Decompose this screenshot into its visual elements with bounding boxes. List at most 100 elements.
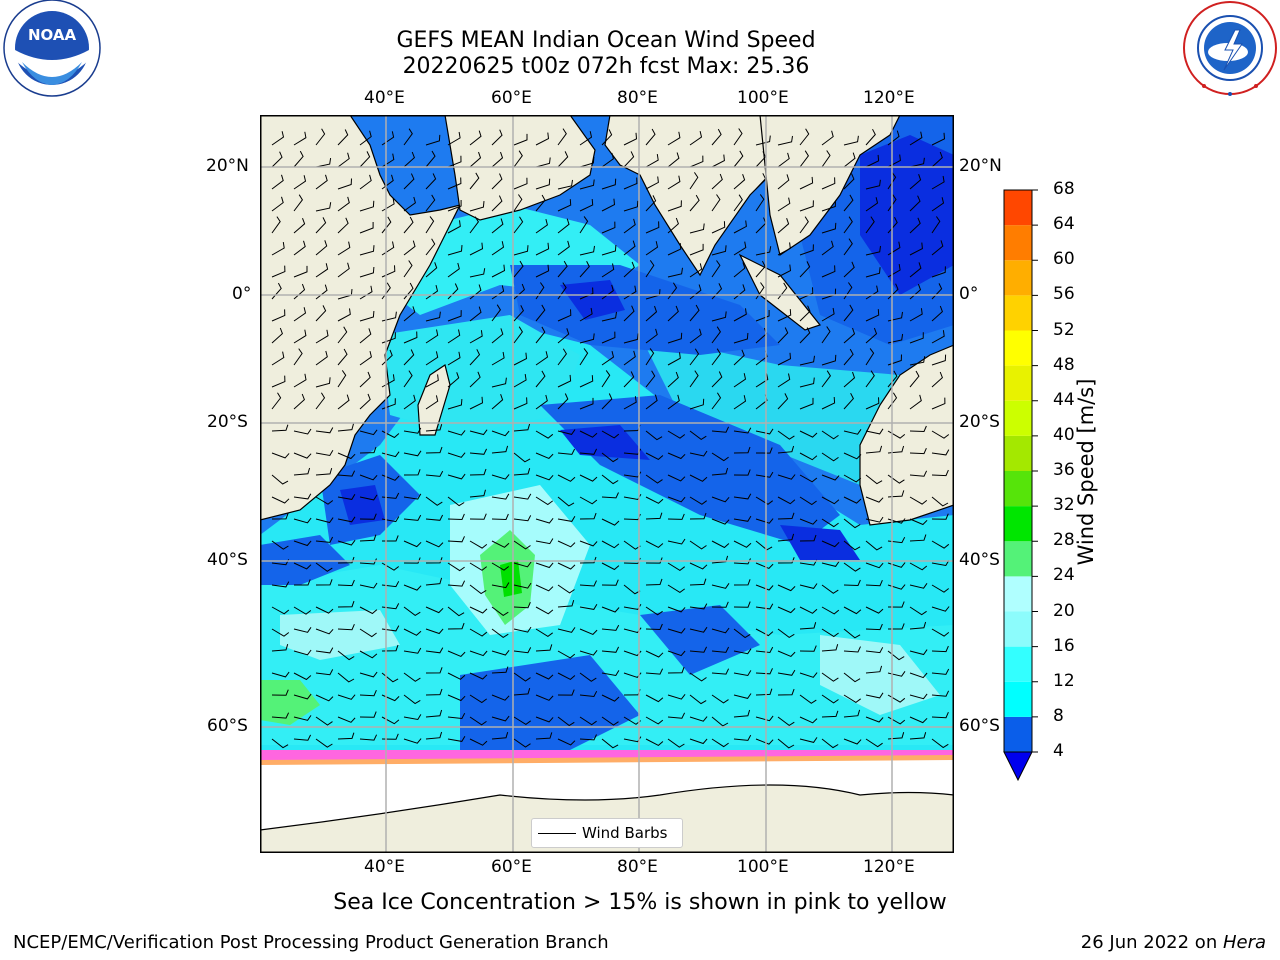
wind-barb: [667, 452, 686, 460]
wind-barb: [601, 694, 620, 702]
colorbar-segment: [1004, 225, 1032, 261]
wind-barb: [579, 556, 597, 564]
wind-barbs: [271, 128, 950, 749]
lat-tick-left-5: 60°S: [207, 716, 248, 736]
wind-barb: [294, 579, 311, 586]
wind-barb: [821, 561, 840, 567]
wind-barb: [799, 606, 818, 614]
wind-barb: [733, 648, 752, 655]
wind-barb: [293, 540, 312, 547]
wind-barb: [755, 260, 766, 278]
wind-barb: [909, 195, 921, 212]
wind-barb: [711, 260, 721, 278]
wind-barb: [359, 734, 378, 741]
wind-barb: [293, 715, 312, 721]
wind-barb: [447, 329, 461, 344]
wind-barb: [447, 712, 466, 720]
wind-barb: [271, 628, 290, 637]
wind-barb: [337, 556, 355, 564]
wind-barb: [579, 216, 589, 234]
wind-barb: [821, 430, 839, 440]
wind-barb: [535, 474, 554, 481]
wind-barb: [293, 467, 311, 476]
wind-barb: [645, 328, 658, 344]
wind-barb: [271, 513, 289, 520]
wind-barb: [293, 734, 312, 741]
wind-barb: [491, 173, 503, 190]
wind-barb: [645, 650, 664, 658]
wind-barb: [359, 582, 378, 589]
wind-barb: [799, 518, 818, 525]
wind-barb: [821, 496, 840, 505]
wind-barb: [403, 216, 414, 234]
map-gridlines: [260, 115, 954, 853]
wind-barb: [931, 540, 950, 549]
wind-barb: [623, 650, 642, 657]
wind-barb: [337, 452, 356, 460]
wind-barb: [491, 241, 505, 256]
wind-barb: [315, 647, 334, 654]
wind-barb: [667, 474, 686, 482]
wind-barb: [799, 377, 815, 388]
wind-barb: [843, 327, 856, 344]
wind-barb: [865, 692, 884, 699]
colorbar-segment: [1004, 506, 1032, 542]
colorbar-segment: [1004, 190, 1032, 226]
wind-barb: [909, 447, 927, 455]
wind-barb: [469, 468, 487, 476]
wind-barb: [271, 216, 281, 234]
wind-barb: [579, 540, 598, 547]
wind-barb: [425, 173, 437, 190]
wind-barb: [557, 429, 576, 435]
wind-barb: [293, 393, 305, 410]
wind-barb: [337, 217, 349, 234]
wind-barb: [777, 688, 795, 696]
wind-barb: [425, 395, 439, 410]
wind-barb: [271, 581, 290, 588]
wind-barb: [821, 518, 839, 528]
wind-barb: [887, 216, 898, 234]
wind-barb: [711, 716, 729, 727]
wind-barb: [403, 306, 416, 322]
wind-barb: [711, 467, 729, 476]
wind-barb: [733, 128, 743, 146]
wind-barb: [843, 562, 861, 572]
wind-barb: [799, 430, 818, 438]
wind-barb: [799, 645, 817, 652]
wind-barb: [799, 534, 817, 542]
noaa-logo-text: NOAA: [28, 26, 77, 44]
wind-barb: [843, 540, 861, 551]
wind-barb: [469, 268, 486, 278]
wind-barb: [359, 711, 377, 718]
wind-barb: [799, 150, 810, 168]
wind-barb: [447, 351, 461, 366]
colorbar-graphic: [1003, 189, 1038, 782]
wind-barb: [359, 222, 374, 234]
wind-barb: [271, 351, 285, 366]
wind-barb: [513, 216, 524, 234]
wind-barb: [843, 709, 861, 718]
wind-barb: [843, 606, 862, 615]
wind-barb: [359, 690, 377, 697]
wind-barb: [601, 562, 620, 571]
colorbar-segment: [1004, 295, 1032, 331]
wind-barb: [271, 174, 284, 190]
wind-barb: [535, 394, 548, 410]
wind-barb: [843, 474, 862, 483]
wind-barb: [579, 474, 598, 482]
wind-barb: [689, 496, 707, 505]
wind-barb: [667, 175, 681, 190]
wind-barb: [557, 627, 576, 633]
wind-barb: [447, 452, 466, 458]
wind-barb: [535, 694, 554, 701]
footer-credit: NCEP/EMC/Verification Post Processing Pr…: [13, 932, 609, 953]
wind-barb: [909, 470, 928, 477]
wind-barb: [645, 716, 664, 725]
wind-barb: [337, 241, 351, 256]
wind-barb: [403, 370, 413, 388]
colorbar-segment: [1004, 471, 1032, 507]
wind-barb: [777, 352, 792, 366]
wind-barb: [579, 716, 597, 726]
wind-barb: [403, 394, 416, 410]
wind-barb: [535, 351, 549, 366]
